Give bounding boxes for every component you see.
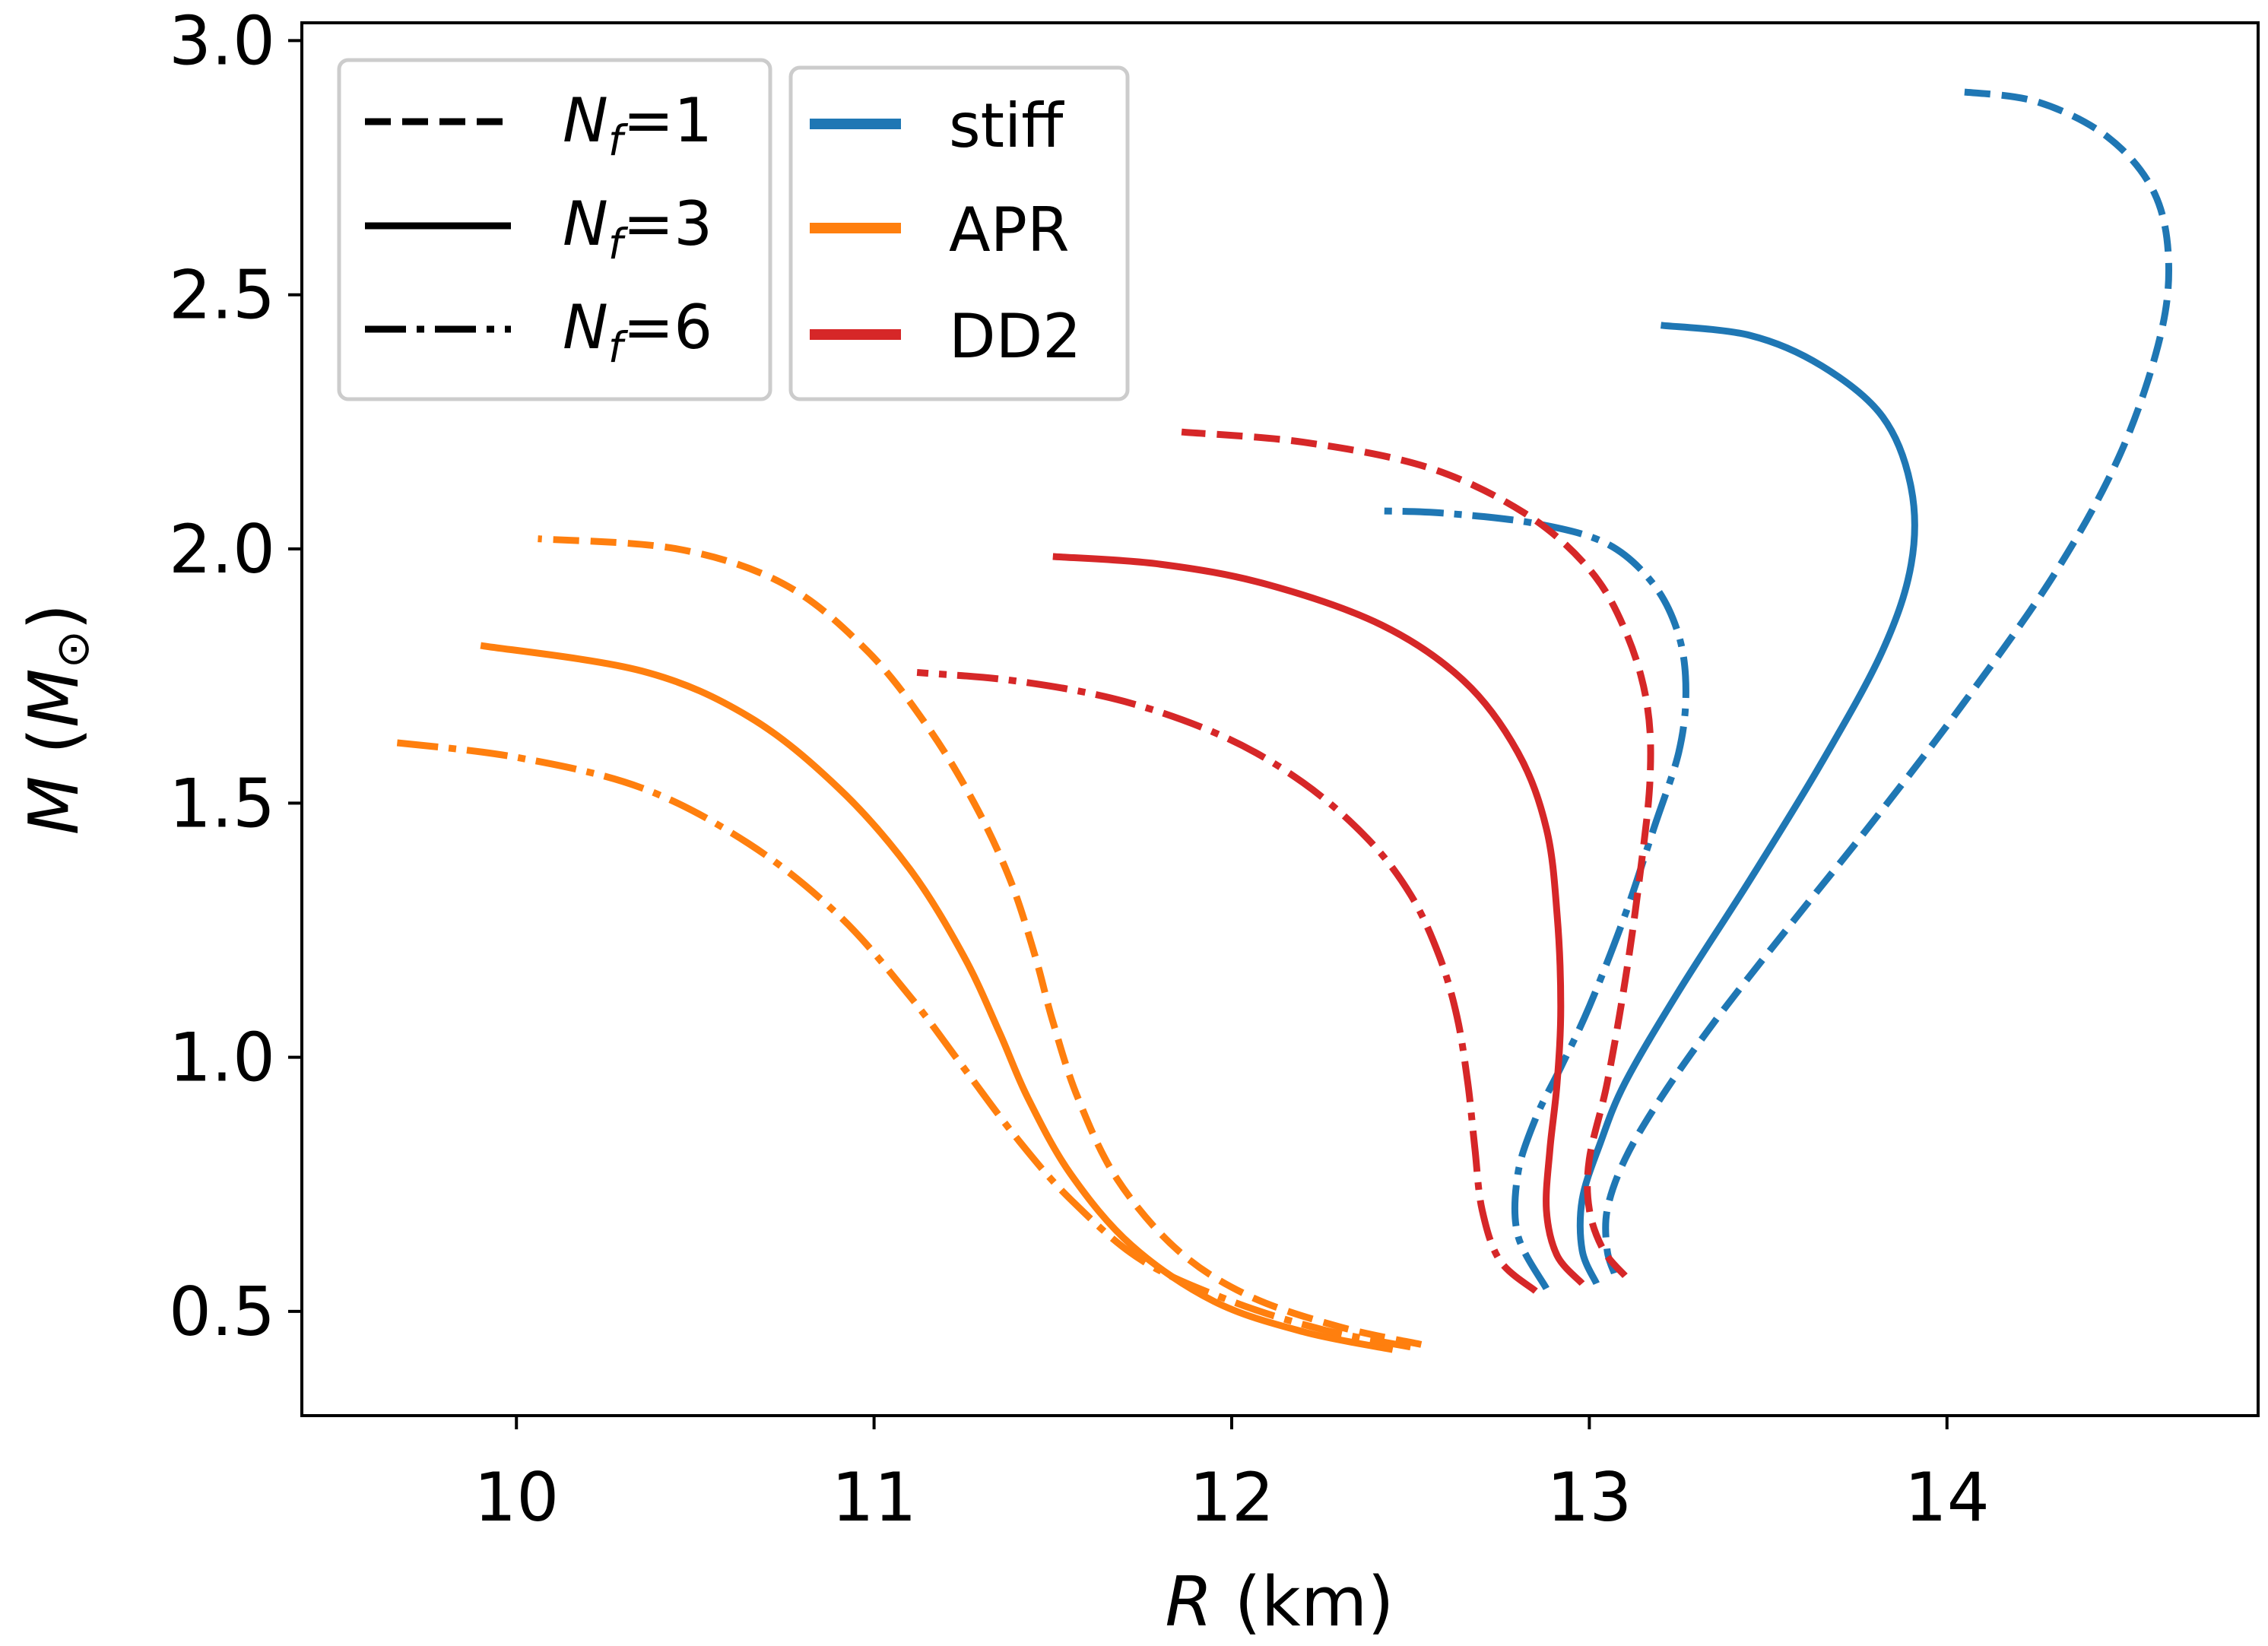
series-stiff-dashed xyxy=(1602,87,2172,1275)
color-legend-box xyxy=(788,65,1130,401)
legend-apr-label: APR xyxy=(949,195,1070,265)
y-tick-label: 2.5 xyxy=(169,256,275,335)
x-tick-label: 13 xyxy=(1546,1458,1632,1537)
y-tick-label: 2.0 xyxy=(169,510,275,588)
x-axis-ticks: 10 11 12 13 14 xyxy=(474,1416,1990,1537)
color-legend: stiff APR DD2 xyxy=(788,65,1130,401)
series-dd2-dashdot xyxy=(916,669,1538,1294)
linestyle-legend: Nf=1 Nf=3 Nf=6 xyxy=(337,58,772,401)
series-layer xyxy=(391,87,2172,1353)
x-tick-label: 14 xyxy=(1905,1458,1990,1537)
series-stiff-dashdot xyxy=(1378,507,1689,1291)
series-dd2-dashed xyxy=(1181,428,1654,1279)
legend-nf3-label: Nf=3 xyxy=(563,189,712,268)
legend-dd2-label: DD2 xyxy=(949,301,1081,372)
y-axis-label: M (M⊙) xyxy=(14,604,100,835)
series-apr-dashed xyxy=(538,535,1423,1348)
y-tick-label: 3.0 xyxy=(169,2,275,80)
y-axis-ticks: 0.5 1.0 1.5 2.0 2.5 3.0 xyxy=(169,2,302,1351)
legend-stiff-label: stiff xyxy=(949,90,1064,161)
y-tick-label: 1.5 xyxy=(169,764,275,842)
x-tick-label: 12 xyxy=(1189,1458,1274,1537)
y-tick-label: 0.5 xyxy=(169,1273,275,1351)
legend-nf1-label: Nf=1 xyxy=(563,85,712,165)
x-tick-label: 10 xyxy=(474,1458,559,1537)
series-stiff-solid xyxy=(1576,322,1918,1286)
series-apr-solid xyxy=(480,642,1394,1353)
x-axis-label: R (km) xyxy=(1165,1562,1394,1642)
y-tick-label: 1.0 xyxy=(169,1019,275,1097)
series-apr-dashdot xyxy=(391,738,1412,1351)
series-dd2-solid xyxy=(1052,553,1585,1286)
legend-nf6-label: Nf=6 xyxy=(563,292,712,372)
linestyle-legend-box xyxy=(337,58,772,401)
x-tick-label: 11 xyxy=(832,1458,917,1537)
